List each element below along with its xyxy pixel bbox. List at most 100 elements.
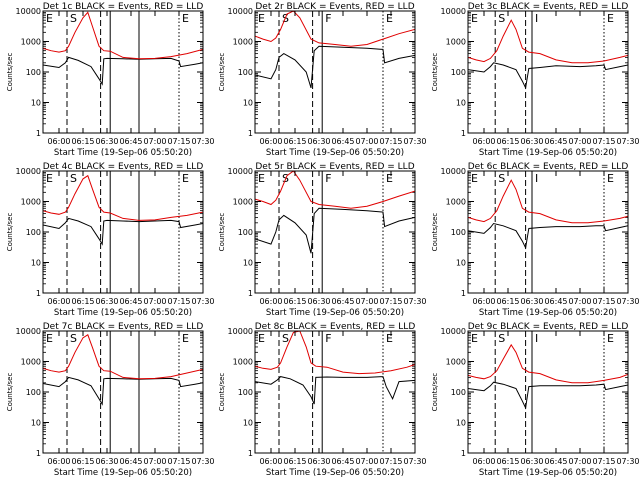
x-tick-label: 07:00 [568,457,591,466]
x-tick-label: 06:45 [331,137,354,146]
y-tick-label: 10 [31,419,41,428]
y-tick-label: 1 [461,449,466,458]
marker-label: I [535,12,538,25]
series-line-events [255,207,415,254]
x-tick-label: 07:15 [167,297,190,306]
y-tick-label: 10 [243,99,253,108]
x-tick-label: 06:45 [544,297,567,306]
x-tick-label: 07:30 [191,297,214,306]
y-tick-label: 10000 [228,327,253,336]
y-axis-label: Counts/sec [218,373,226,412]
x-tick-label: 06:45 [544,457,567,466]
x-tick-label: 06:30 [95,137,118,146]
x-tick-label: 06:30 [95,457,118,466]
x-tick-label: 06:45 [544,137,567,146]
series-line-lld [255,171,415,209]
y-tick-label: 10000 [16,327,41,336]
series-line-lld [468,179,628,224]
series-line-lld [468,19,628,64]
x-axis-label: Start Time (19-Sep-06 05:50:20) [54,468,192,478]
y-tick-label: 10000 [16,167,41,176]
y-tick-label: 1 [36,449,41,458]
x-axis-label: Start Time (19-Sep-06 05:50:20) [54,148,192,158]
y-axis-label: Counts/sec [218,53,226,92]
y-tick-label: 10 [243,259,253,268]
x-tick-label: 07:15 [167,137,190,146]
y-tick-label: 1000 [233,358,253,367]
y-tick-label: 1000 [446,358,466,367]
x-axis-label: Start Time (19-Sep-06 05:50:20) [266,468,404,478]
x-tick-label: 07:15 [592,137,615,146]
y-tick-label: 100 [26,228,41,237]
x-axis-label: Start Time (19-Sep-06 05:50:20) [266,148,404,158]
y-tick-label: 1000 [21,38,41,47]
x-tick-label: 06:45 [331,297,354,306]
x-tick-label: 07:30 [616,457,639,466]
series-line-events [43,376,203,406]
marker-label: E [471,332,478,345]
y-tick-label: 1000 [446,38,466,47]
marker-label: E [46,12,53,25]
y-tick-label: 10000 [441,327,466,336]
x-tick-label: 06:15 [283,457,306,466]
x-tick-label: 07:30 [191,457,214,466]
y-tick-label: 10000 [441,167,466,176]
x-tick-label: 06:00 [259,297,282,306]
y-tick-label: 100 [26,68,41,77]
series-line-events [468,62,628,90]
marker-label: E [386,172,393,185]
marker-label: E [182,172,189,185]
x-tick-label: 06:45 [119,297,142,306]
marker-label: E [386,12,393,25]
marker-label: E [471,172,478,185]
chart-title: Det 4c BLACK = Events, RED = LLD [43,162,204,172]
y-tick-label: 10 [31,259,41,268]
chart-title: Det 5r BLACK = Events, RED = LLD [255,162,414,172]
x-tick-label: 07:00 [568,297,591,306]
x-tick-label: 07:00 [143,457,166,466]
x-tick-label: 06:45 [331,457,354,466]
y-tick-label: 100 [238,228,253,237]
marker-label: E [607,12,614,25]
y-axis-label: Counts/sec [431,213,439,252]
x-tick-label: 07:00 [355,457,378,466]
x-tick-label: 06:30 [307,297,330,306]
marker-label: E [471,12,478,25]
x-tick-label: 07:00 [143,137,166,146]
y-tick-label: 100 [238,68,253,77]
x-tick-label: 07:30 [191,137,214,146]
y-axis-label: Counts/sec [431,373,439,412]
chart-title: Det 2r BLACK = Events, RED = LLD [255,2,414,12]
marker-label: E [258,12,265,25]
marker-label: S [70,172,77,185]
marker-label: E [607,172,614,185]
marker-label: S [70,332,77,345]
series-line-lld [43,11,203,60]
x-tick-label: 07:30 [403,457,426,466]
marker-label: E [46,172,53,185]
y-tick-label: 1 [248,289,253,298]
x-tick-label: 06:30 [95,297,118,306]
y-tick-label: 10 [243,419,253,428]
chart-title: Det 6c BLACK = Events, RED = LLD [468,162,629,172]
y-tick-label: 10 [456,99,466,108]
x-tick-label: 07:15 [379,457,402,466]
series-line-lld [43,174,203,221]
y-axis-label: Counts/sec [6,213,14,252]
x-tick-label: 07:15 [167,457,190,466]
x-tick-label: 07:15 [592,457,615,466]
y-tick-label: 1000 [233,38,253,47]
x-tick-label: 06:15 [496,297,519,306]
y-tick-label: 100 [451,228,466,237]
marker-label: E [386,332,393,345]
x-axis-label: Start Time (19-Sep-06 05:50:20) [479,148,617,158]
x-tick-label: 07:30 [403,137,426,146]
x-axis-label: Start Time (19-Sep-06 05:50:20) [266,308,404,318]
x-tick-label: 06:15 [283,137,306,146]
marker-label: E [182,332,189,345]
